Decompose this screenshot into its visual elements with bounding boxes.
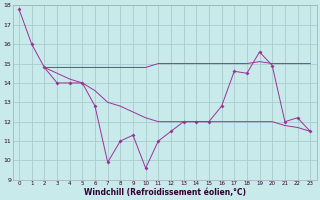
X-axis label: Windchill (Refroidissement éolien,°C): Windchill (Refroidissement éolien,°C) [84, 188, 246, 197]
